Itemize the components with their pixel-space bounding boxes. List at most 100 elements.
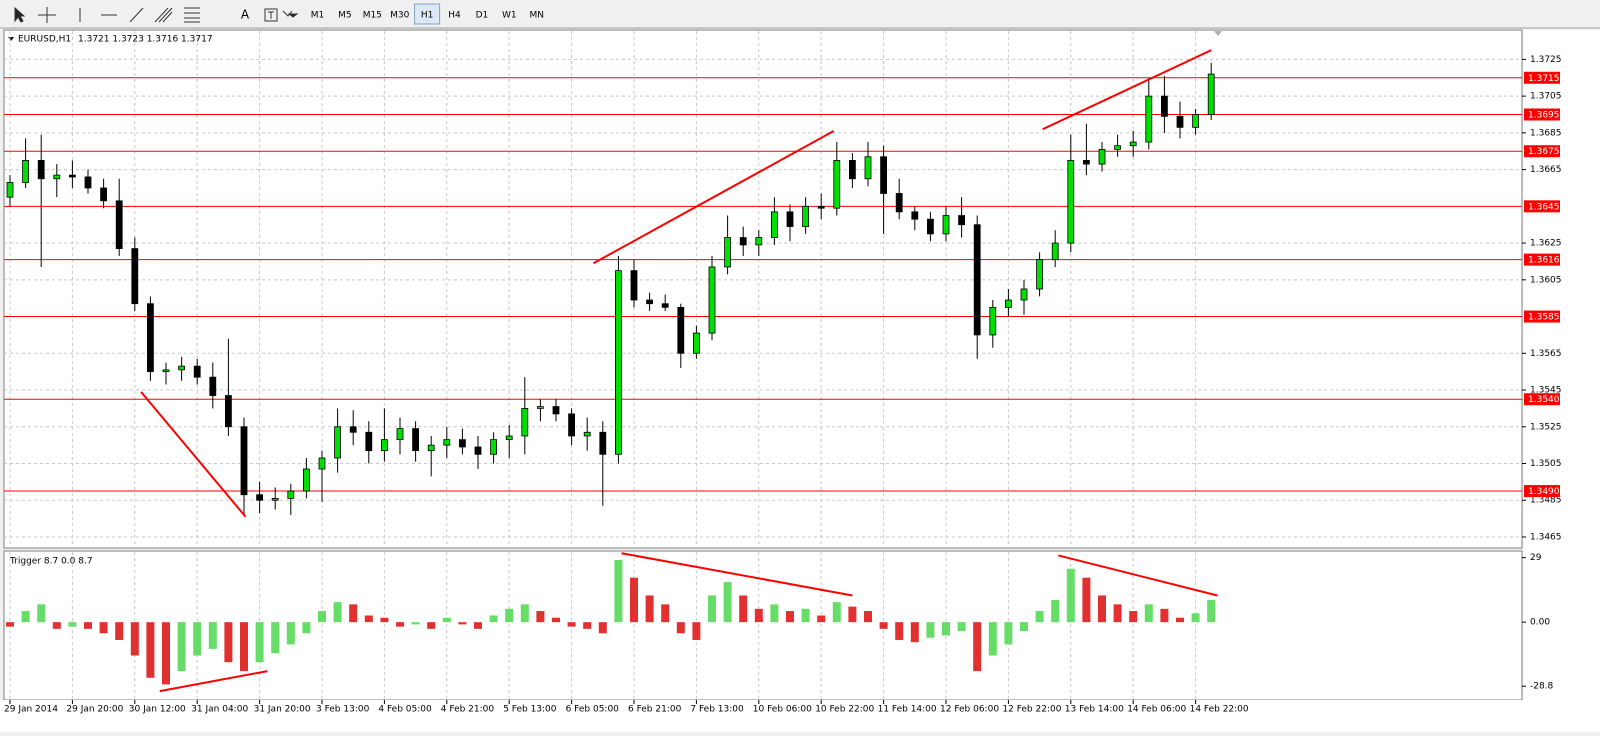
candle-body [443, 439, 451, 446]
toolbar [0, 0, 1600, 28]
price-level-label: 1.3645 [1528, 202, 1560, 212]
y-tick-label: 1.3525 [1530, 422, 1562, 432]
dropdown-arrow[interactable] [287, 13, 299, 18]
histogram-bar [146, 622, 155, 678]
histogram-bar [645, 595, 654, 623]
trendline-tool[interactable] [129, 7, 144, 23]
chart-quote: 1.3721 1.3723 1.3716 1.3717 [78, 35, 213, 45]
y-tick-label: 1.3705 [1530, 92, 1562, 102]
x-tick-label: 3 Feb 13:00 [316, 705, 370, 715]
candle-body [53, 174, 61, 180]
histogram-bar [832, 602, 841, 623]
candle-body [490, 439, 498, 455]
candle-body [708, 266, 716, 334]
y-tick-label: 1.3685 [1530, 128, 1562, 138]
candle-body [552, 406, 560, 415]
y-tick-label: -28.8 [1530, 682, 1554, 692]
candle-body [1207, 73, 1215, 115]
text-tool[interactable]: A [241, 8, 250, 22]
timeframe-button[interactable]: H4 [448, 11, 461, 21]
timeframe-button[interactable]: M1 [311, 11, 325, 21]
y-tick-label: 0.00 [1530, 618, 1550, 628]
histogram-bar [442, 617, 451, 623]
candle-body [84, 176, 92, 189]
histogram-bar [848, 606, 857, 623]
candle-body [864, 156, 872, 180]
x-tick-label: 12 Feb 06:00 [940, 705, 999, 715]
histogram-bar [505, 608, 514, 623]
histogram-bar [6, 622, 14, 627]
trendline [1042, 49, 1212, 131]
candle-body [37, 160, 45, 180]
histogram-bar [396, 622, 404, 627]
timeframe-button[interactable]: D1 [476, 11, 489, 21]
price-level-label: 1.3616 [1528, 256, 1560, 266]
trendline [140, 391, 247, 518]
arrow-tool[interactable] [282, 10, 293, 17]
candle-body [1020, 288, 1028, 301]
candle-body [568, 413, 575, 437]
timeframe-button[interactable]: MN [529, 11, 544, 21]
channel-tool[interactable] [154, 7, 173, 23]
timeframe-button[interactable]: M30 [390, 11, 409, 21]
price-panel [3, 29, 1523, 549]
crosshair-tool[interactable] [38, 7, 56, 23]
histogram-bar [583, 622, 592, 629]
histogram-bar [458, 622, 467, 625]
chart-title: EURUSD,H1 [18, 35, 71, 45]
candle-body [458, 439, 466, 448]
trendline [621, 552, 853, 597]
histogram-bar [598, 622, 607, 634]
histogram-bar [614, 559, 623, 623]
price-level-label: 1.3490 [1528, 487, 1560, 497]
histogram-bar [1144, 604, 1153, 623]
y-tick-label: 1.3605 [1530, 275, 1562, 285]
histogram-bar [630, 577, 638, 623]
candle-body [973, 224, 981, 336]
histogram-bar [770, 604, 779, 623]
text-label-tool[interactable] [264, 8, 278, 22]
x-tick-label: 7 Feb 13:00 [690, 705, 744, 715]
histogram-bar [801, 608, 810, 623]
histogram-bar [177, 622, 186, 672]
candle-body [630, 270, 638, 301]
y-tick-label: 1.3545 [1530, 386, 1562, 396]
candle-body [240, 426, 248, 496]
x-tick-label: 31 Jan 20:00 [254, 705, 311, 715]
candle-body [412, 428, 420, 452]
histogram-bar [1113, 604, 1122, 623]
candle-body [115, 200, 123, 249]
price-level-label: 1.3540 [1528, 395, 1560, 405]
candle-body [22, 160, 30, 183]
candle-body [958, 215, 965, 226]
histogram-bar [957, 622, 966, 632]
price-level-label: 1.3585 [1528, 313, 1560, 323]
x-tick-label: 12 Feb 22:00 [1002, 705, 1061, 715]
histogram-bar [37, 604, 46, 623]
price-level-label: 1.3715 [1528, 74, 1560, 84]
histogram-bar [895, 622, 904, 640]
histogram-bar [692, 622, 701, 640]
candle-body [1067, 160, 1075, 244]
timeframe-button[interactable]: W1 [502, 11, 517, 21]
timeframe-button[interactable]: M5 [338, 11, 352, 21]
histogram-bar [318, 611, 326, 623]
timeframe-button[interactable]: M15 [363, 11, 382, 21]
histogram-bar [99, 622, 108, 634]
trendline [1058, 554, 1218, 597]
candle-body [739, 237, 747, 246]
histogram-bar [286, 622, 295, 645]
candle-body [505, 435, 513, 441]
histogram-bar [973, 622, 982, 672]
candle-body [100, 187, 107, 202]
candle-body [583, 431, 591, 437]
candle-body [1145, 95, 1153, 143]
cursor-tool[interactable] [14, 6, 26, 23]
candle-body [6, 182, 14, 198]
timeframe-button[interactable]: H1 [421, 11, 434, 21]
candle-body [693, 332, 700, 354]
fibonacci-tool[interactable] [184, 7, 200, 23]
price-level-box [1524, 71, 1560, 84]
candle-body [146, 303, 154, 373]
